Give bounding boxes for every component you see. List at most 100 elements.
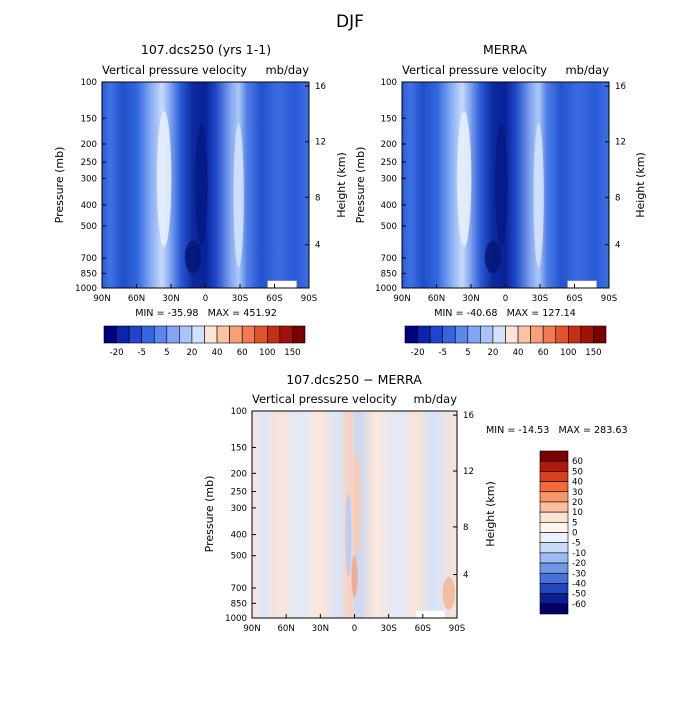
x-tick-label: 60N — [277, 624, 294, 634]
y-tick-label: 1000 — [225, 614, 247, 624]
latitude-ticks: 90N 60N 30N 0 30S 60S 90S — [93, 284, 317, 304]
x-tick-label: 0 — [352, 624, 357, 634]
x-tick-label: 60N — [128, 294, 145, 304]
colorbar-box — [539, 501, 569, 513]
colorbar-box — [153, 325, 168, 344]
missing-data-area — [567, 280, 597, 288]
y-tick-label: 300 — [231, 504, 247, 514]
colorbar-label: 40 — [572, 478, 583, 488]
colorbar-box — [429, 325, 443, 344]
y-tick-label: 700 — [381, 254, 397, 264]
x-tick-label: 90N — [93, 294, 110, 304]
latitude-ticks: 90N 60N 30N 0 30S 60S 90S — [393, 284, 617, 304]
contour-blob — [456, 110, 472, 247]
x-tick-label: 60S — [415, 624, 431, 634]
colorbar-box — [539, 522, 569, 533]
colorbar-box — [141, 325, 155, 344]
min-max-label: MIN = -40.68 MAX = 127.14 — [434, 308, 576, 319]
colorbar-box — [539, 542, 569, 554]
colorbar-label: 10 — [572, 508, 583, 518]
x-tick-label: 60S — [266, 294, 282, 304]
colorbar-label: 20 — [186, 348, 197, 358]
colorbar-box — [542, 325, 557, 344]
height-tick-label: 12 — [615, 138, 626, 148]
colorbar-label: 60 — [237, 348, 248, 358]
colorbar: -20 -5 5 20 40 60 100 150 — [404, 325, 607, 358]
y-tick-label: 100 — [231, 407, 247, 417]
colorbar-label: 100 — [560, 348, 576, 358]
colorbar-box — [417, 325, 431, 344]
y-tick-label: 300 — [81, 174, 97, 184]
colorbar-box — [204, 325, 218, 344]
panel-subtitle-variable: Vertical pressure velocity — [252, 392, 397, 406]
contour-blob — [233, 123, 244, 268]
colorbar-label: 5 — [465, 348, 470, 358]
x-tick-label: 30S — [380, 624, 396, 634]
y-tick-label: 200 — [231, 469, 247, 479]
pressure-ticks: 100 150 200 250 300 400 500 700 850 1000 — [75, 78, 106, 294]
y-tick-label: 500 — [381, 222, 397, 232]
y-tick-label: 850 — [231, 599, 247, 609]
colorbar-box — [179, 325, 193, 344]
colorbar-box — [539, 450, 569, 462]
colorbar-box — [539, 511, 569, 523]
colorbar-box — [254, 325, 268, 344]
y-tick-label: 150 — [231, 443, 247, 453]
contour-blob — [184, 240, 202, 274]
x-tick-label: 60S — [566, 294, 582, 304]
colorbar-box — [539, 603, 569, 615]
colorbar-box — [216, 325, 230, 344]
colorbar-label: 40 — [513, 348, 524, 358]
contour-blob — [195, 123, 208, 247]
y-tick-label: 700 — [231, 584, 247, 594]
height-tick-label: 12 — [315, 138, 326, 148]
y-tick-label: 150 — [81, 114, 97, 124]
colorbar-box — [241, 325, 256, 344]
height-ticks: 16 12 8 4 — [605, 82, 626, 251]
height-tick-label: 16 — [615, 82, 626, 92]
y-tick-label: 250 — [381, 158, 397, 168]
contour-field — [252, 411, 457, 618]
colorbar-box — [505, 325, 519, 344]
colorbar-box — [454, 325, 469, 344]
y-tick-label: 200 — [81, 140, 97, 150]
contour-field — [102, 82, 309, 288]
colorbar-label: -5 — [438, 348, 447, 358]
y-tick-label: 700 — [81, 254, 97, 264]
panel-subtitle-variable: Vertical pressure velocity — [102, 63, 247, 77]
colorbar-label: 20 — [572, 498, 583, 508]
x-tick-label: 30N — [162, 294, 179, 304]
height-tick-label: 4 — [463, 571, 468, 581]
height-ticks: 16 12 8 4 — [453, 411, 474, 581]
height-tick-label: 8 — [463, 523, 468, 533]
colorbar-label: -60 — [572, 600, 586, 610]
colorbar-label: 150 — [284, 348, 300, 358]
y-tick-label: 100 — [81, 78, 97, 88]
colorbar-box — [539, 572, 569, 584]
min-max-label: MIN = -35.98 MAX = 451.92 — [135, 308, 277, 319]
colorbar-box — [539, 532, 569, 543]
colorbar-label: 60 — [572, 457, 583, 467]
colorbar-label: 0 — [572, 529, 577, 539]
y-tick-label: 500 — [81, 222, 97, 232]
colorbar-box — [191, 325, 205, 344]
y-tick-label: 300 — [381, 174, 397, 184]
figure-title: DJF — [336, 12, 364, 32]
colorbar-box — [279, 325, 293, 344]
x-tick-label: 0 — [203, 294, 208, 304]
colorbar-label: 100 — [259, 348, 275, 358]
colorbar-label: 20 — [487, 348, 498, 358]
colorbar-label: -20 — [110, 348, 124, 358]
height-tick-label: 8 — [615, 193, 620, 203]
colorbar-box — [267, 325, 281, 344]
colorbar-label: 50 — [572, 467, 583, 477]
panel-subtitle-variable: Vertical pressure velocity — [402, 63, 547, 77]
colorbar-box — [404, 325, 418, 344]
y-tick-label: 250 — [81, 158, 97, 168]
colorbar-box — [492, 325, 506, 344]
height-tick-label: 12 — [463, 467, 474, 477]
panel-merra: MERRA Vertical pressure velocity mb/day … — [354, 42, 647, 358]
colorbar-box — [539, 471, 569, 482]
